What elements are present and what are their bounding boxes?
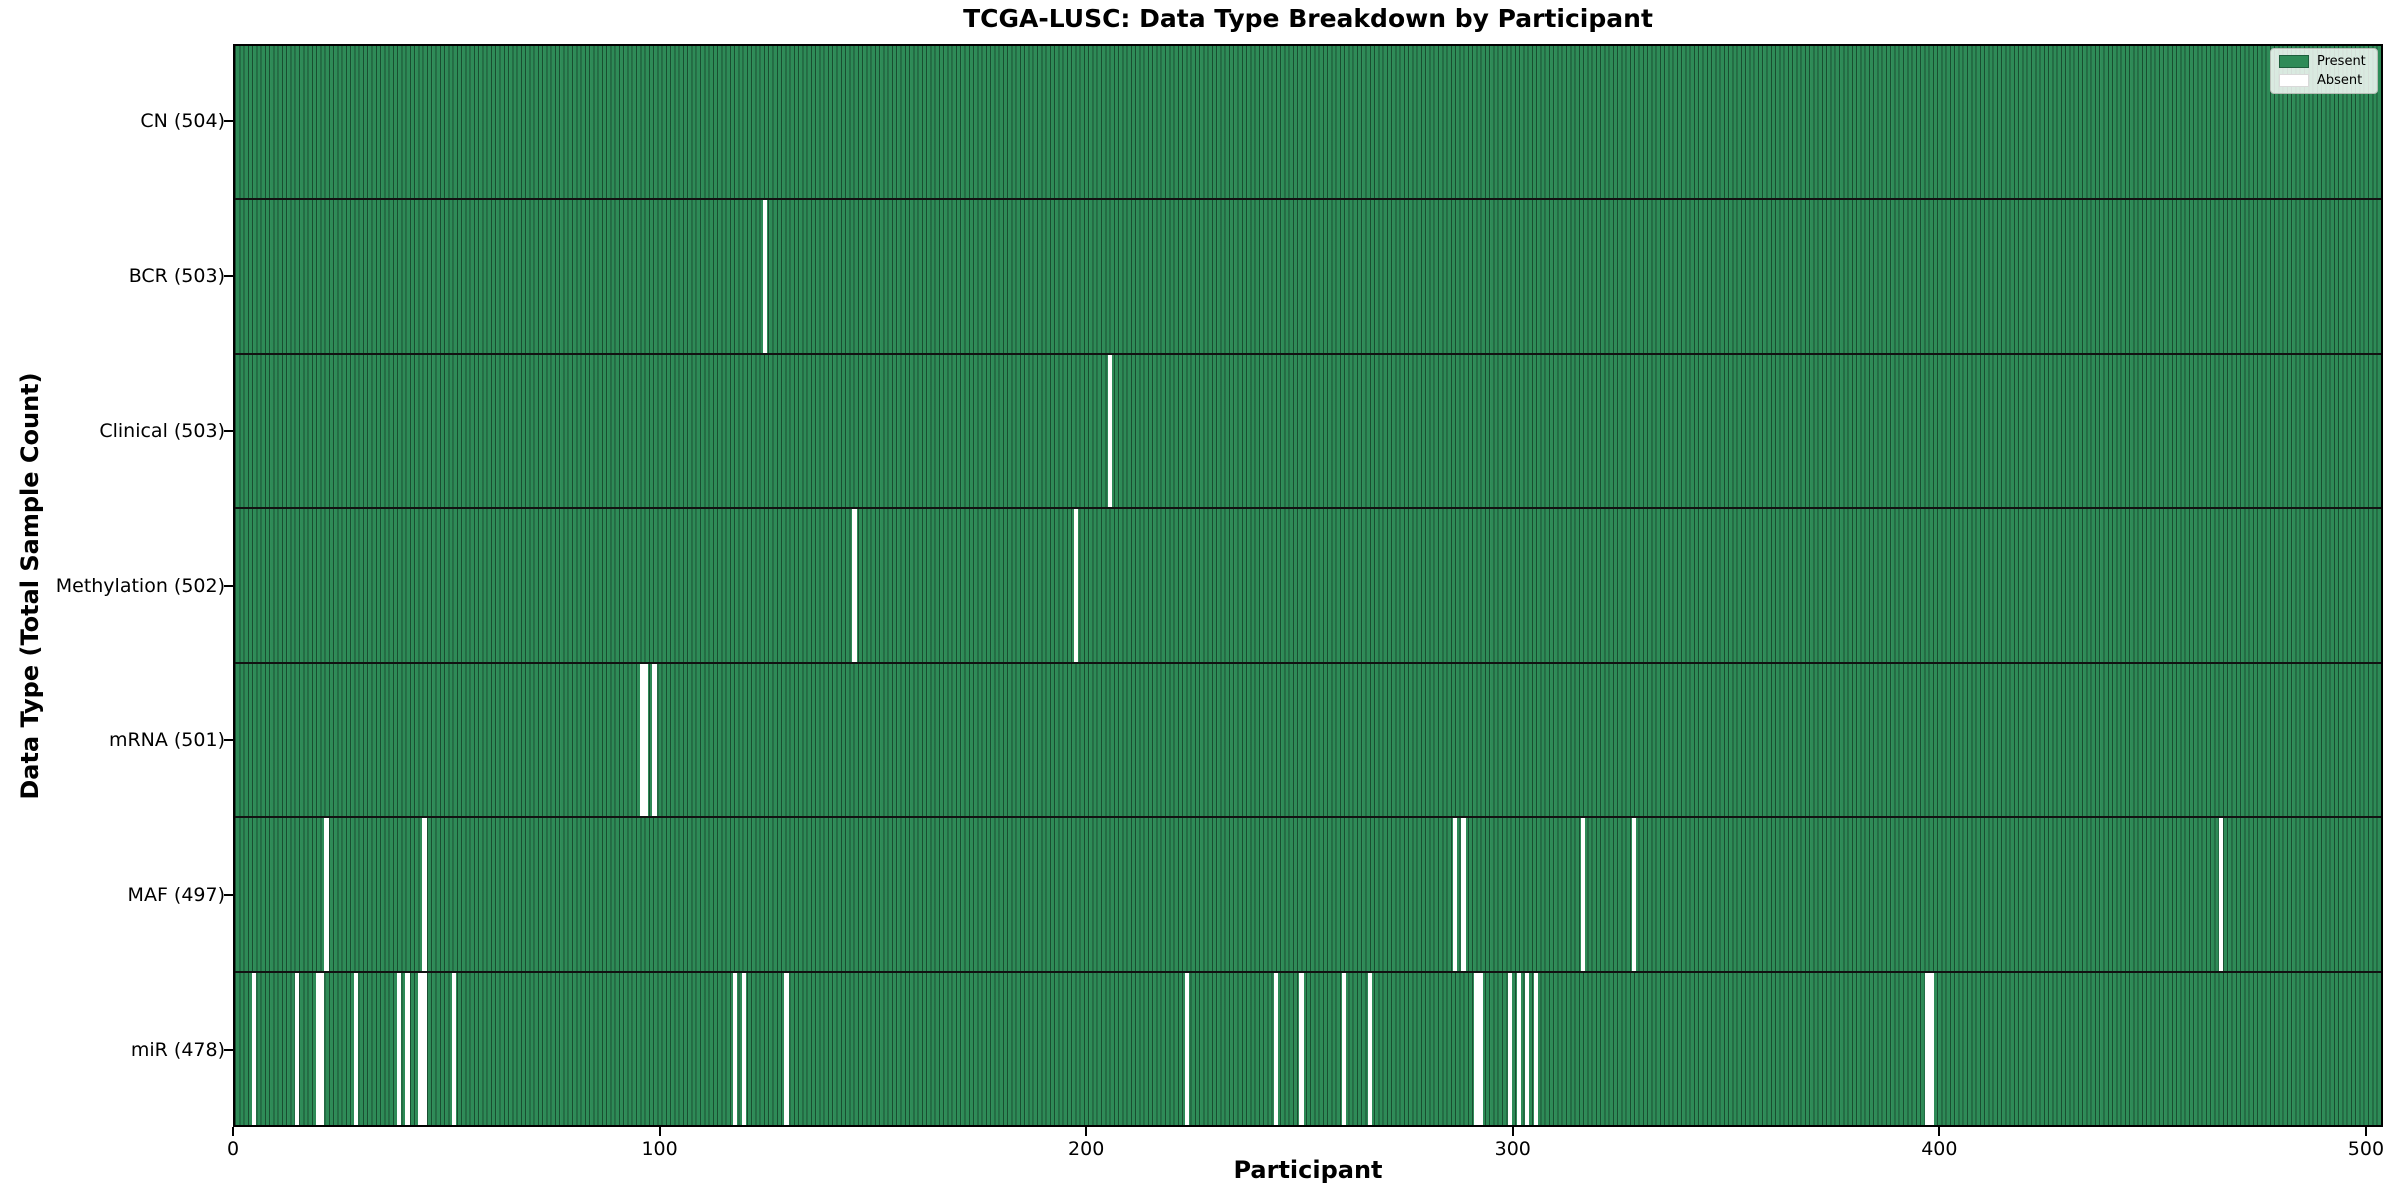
y-tick-label: MAF (497) [127, 883, 225, 906]
y-axis-title: Data Type (Total Sample Count) [16, 372, 44, 800]
x-tick-label: 200 [1068, 1138, 1105, 1160]
y-tick-mark [224, 429, 233, 432]
x-tick-mark [658, 1127, 661, 1136]
x-tick-label: 500 [2347, 1138, 2385, 1160]
absent-stripe [422, 972, 427, 1125]
absent-stripe [1525, 972, 1530, 1125]
absent-stripe [762, 200, 768, 353]
data-type-row-CN [235, 46, 2381, 201]
absent-stripe [294, 972, 299, 1125]
absent-stripe [1929, 972, 1934, 1125]
x-tick-label: 0 [226, 1138, 240, 1160]
y-tick-mark [224, 739, 233, 742]
absent-stripe [1474, 972, 1479, 1125]
absent-stripe [643, 663, 648, 817]
x-axis-title: Participant [1233, 1156, 1383, 1184]
absent-stripe [1107, 354, 1113, 508]
legend-label: Absent [2317, 73, 2363, 88]
absent-stripe [784, 972, 789, 1125]
absent-stripe [1508, 972, 1513, 1125]
data-type-row-miR [235, 972, 2381, 1125]
absent-stripe [315, 972, 321, 1125]
absent-stripe [1367, 972, 1372, 1125]
absent-stripe [252, 972, 257, 1125]
chart-title: TCGA-LUSC: Data Type Breakdown by Partic… [963, 4, 1653, 33]
absent-stripe [1533, 972, 1538, 1125]
y-tick-mark [224, 893, 233, 896]
y-tick-label: miR (478) [130, 1038, 225, 1061]
absent-stripe [1925, 972, 1930, 1125]
absent-stripe [1478, 972, 1483, 1125]
absent-stripe [741, 972, 746, 1125]
legend-entry-present: Present [2279, 55, 2369, 68]
legend-entry-absent: Absent [2279, 74, 2369, 87]
y-tick-label: Methylation (502) [55, 574, 225, 597]
absent-stripe [1452, 818, 1458, 971]
absent-stripe [422, 818, 427, 971]
y-tick-mark [224, 584, 233, 587]
x-tick-mark [1511, 1127, 1514, 1136]
legend: Present Absent [2270, 48, 2378, 94]
data-type-row-mRNA [235, 663, 2381, 819]
x-tick-label: 300 [1494, 1138, 1531, 1160]
x-tick-label: 100 [641, 1138, 678, 1160]
absent-stripe [1342, 972, 1347, 1125]
absent-stripe [1516, 972, 1521, 1125]
y-tick-label: CN (504) [140, 110, 225, 133]
x-tick-mark [1938, 1127, 1941, 1136]
data-type-row-BCR [235, 200, 2381, 355]
absent-stripe [1461, 818, 1466, 971]
x-tick-label: 400 [1921, 1138, 1958, 1160]
absent-stripe [396, 972, 402, 1125]
absent-stripe [1184, 972, 1189, 1125]
absent-stripe [1273, 972, 1279, 1125]
legend-swatch-present [2279, 55, 2309, 68]
absent-stripe [733, 972, 738, 1125]
plot-area [233, 44, 2383, 1127]
y-tick-label: BCR (503) [128, 265, 225, 288]
absent-stripe [652, 663, 657, 817]
y-tick-mark [224, 275, 233, 278]
absent-stripe [405, 972, 410, 1125]
data-type-row-Clinical [235, 354, 2381, 510]
absent-stripe [1073, 509, 1079, 662]
y-tick-mark [224, 120, 233, 123]
absent-stripe [418, 972, 423, 1125]
absent-stripe [1580, 818, 1585, 971]
y-tick-label: Clinical (503) [99, 419, 225, 442]
x-tick-mark [1085, 1127, 1088, 1136]
absent-stripe [320, 972, 325, 1125]
data-type-row-MAF [235, 818, 2381, 973]
absent-stripe [452, 972, 457, 1125]
y-tick-label: mRNA (501) [108, 729, 225, 752]
data-type-row-Methylation [235, 509, 2381, 664]
y-tick-mark [224, 1048, 233, 1051]
absent-stripe [1631, 818, 1636, 971]
absent-stripe [1299, 972, 1304, 1125]
absent-stripe [852, 509, 857, 662]
absent-stripe [324, 818, 329, 971]
absent-stripe [2219, 818, 2224, 971]
legend-label: Present [2317, 54, 2366, 69]
legend-swatch-absent [2279, 74, 2309, 87]
x-tick-mark [2364, 1127, 2367, 1136]
x-tick-mark [232, 1127, 234, 1136]
absent-stripe [639, 663, 644, 817]
absent-stripe [354, 972, 359, 1125]
